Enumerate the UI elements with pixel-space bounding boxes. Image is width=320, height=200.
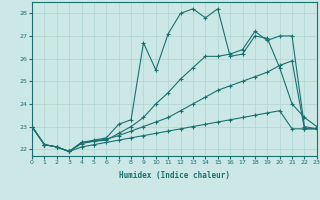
X-axis label: Humidex (Indice chaleur): Humidex (Indice chaleur) (119, 171, 230, 180)
